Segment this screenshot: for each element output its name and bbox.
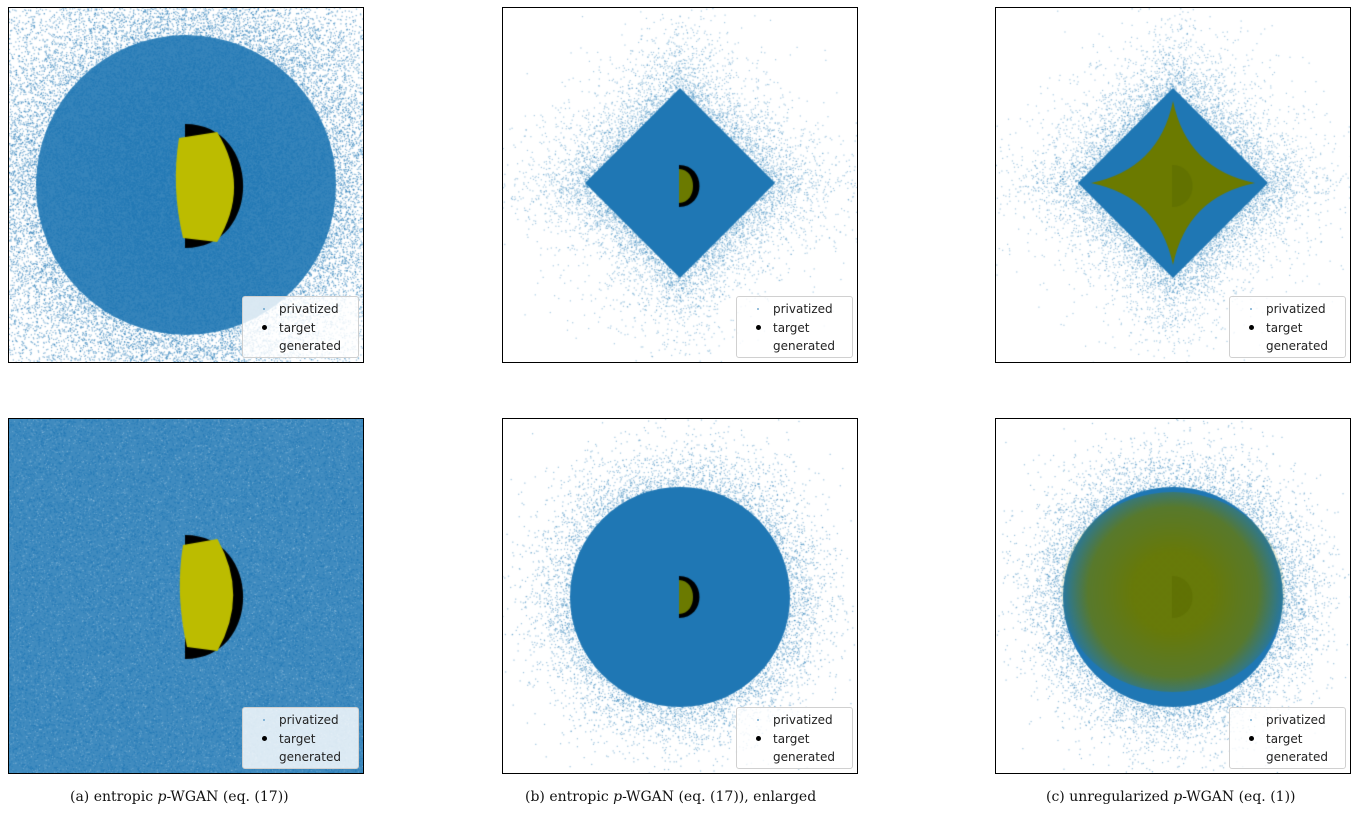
plot-a-bottom: privatized target generated	[8, 418, 364, 774]
plot-c-bottom: privatized target generated	[995, 418, 1351, 774]
legend: privatized target generated	[242, 296, 359, 358]
legend-generated: generated	[1266, 750, 1328, 765]
legend-generated: generated	[773, 339, 835, 354]
legend-generated: generated	[279, 750, 341, 765]
legend: privatized target generated	[1229, 707, 1346, 769]
caption-b-var: p	[613, 789, 623, 805]
generated-marker	[1250, 345, 1252, 347]
target-marker	[261, 736, 267, 742]
plot-b-bottom: privatized target generated	[502, 418, 858, 774]
caption-b-prefix: (b) entropic	[525, 789, 614, 805]
legend-privatized: privatized	[279, 713, 339, 728]
legend-generated: generated	[1266, 339, 1328, 354]
privatized-marker	[757, 308, 759, 311]
target-marker	[755, 736, 761, 742]
generated-marker	[1250, 756, 1252, 758]
caption-b: (b) entropic p-WGAN (eq. (17)), enlarged	[525, 789, 816, 805]
caption-a-prefix: (a) entropic	[70, 789, 158, 805]
generated-marker	[263, 756, 265, 758]
legend-generated: generated	[773, 750, 835, 765]
legend: privatized target generated	[1229, 296, 1346, 358]
legend-target: target	[279, 320, 316, 335]
caption-c-var: p	[1173, 789, 1183, 805]
privatized-marker	[1250, 308, 1252, 311]
legend-target: target	[1266, 320, 1303, 335]
plot-b-top: privatized target generated	[502, 7, 858, 363]
legend-privatized: privatized	[773, 713, 833, 728]
target-marker	[261, 325, 267, 331]
target-marker	[1248, 325, 1254, 331]
plot-a-top: privatized target generated	[8, 7, 364, 363]
legend-privatized: privatized	[1266, 713, 1326, 728]
caption-b-suffix: -WGAN (eq. (17)), enlarged	[622, 789, 817, 805]
caption-c-prefix: (c) unregularized	[1046, 789, 1174, 805]
caption-a: (a) entropic p-WGAN (eq. (17))	[70, 789, 289, 805]
privatized-marker	[263, 308, 265, 311]
generated-marker	[757, 756, 759, 758]
legend-target: target	[773, 320, 810, 335]
generated-marker	[757, 345, 759, 347]
legend-target: target	[279, 731, 316, 746]
caption-a-suffix: -WGAN (eq. (17))	[166, 789, 289, 805]
caption-c-suffix: -WGAN (eq. (1))	[1182, 789, 1296, 805]
target-marker	[755, 325, 761, 331]
generated-marker	[263, 345, 265, 347]
plot-c-top: privatized target generated	[995, 7, 1351, 363]
privatized-marker	[1250, 719, 1252, 722]
legend: privatized target generated	[736, 296, 853, 358]
legend: privatized target generated	[242, 707, 359, 769]
legend-target: target	[1266, 731, 1303, 746]
privatized-marker	[263, 719, 265, 722]
caption-a-var: p	[157, 789, 167, 805]
legend-privatized: privatized	[279, 302, 339, 317]
legend-privatized: privatized	[1266, 302, 1326, 317]
caption-c: (c) unregularized p-WGAN (eq. (1))	[1046, 789, 1296, 805]
legend: privatized target generated	[736, 707, 853, 769]
target-marker	[1248, 736, 1254, 742]
privatized-marker	[757, 719, 759, 722]
legend-privatized: privatized	[773, 302, 833, 317]
legend-target: target	[773, 731, 810, 746]
legend-generated: generated	[279, 339, 341, 354]
